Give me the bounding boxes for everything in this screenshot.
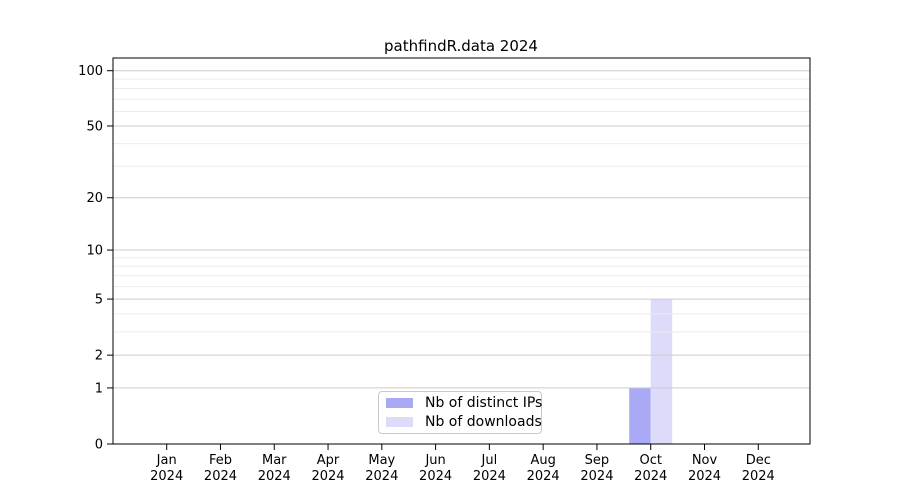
legend-entry-downloads: Nb of downloads — [386, 415, 542, 429]
x-tick-year-label: 2024 — [365, 469, 398, 484]
y-tick-label: 20 — [86, 191, 103, 206]
x-tick-year-label: 2024 — [527, 469, 560, 484]
x-tick-year-label: 2024 — [580, 469, 613, 484]
x-tick-year-label: 2024 — [204, 469, 237, 484]
x-tick-month-label: Nov — [692, 453, 718, 468]
legend-entry-distinct-ips: Nb of distinct IPs — [386, 396, 542, 410]
chart-title: pathfindR.data 2024 — [384, 37, 538, 55]
legend-label-downloads: Nb of downloads — [425, 414, 542, 430]
y-tick-label: 2 — [95, 349, 103, 364]
x-tick-year-label: 2024 — [311, 469, 344, 484]
x-tick-month-label: Oct — [639, 453, 661, 468]
x-tick-month-label: Jul — [481, 453, 498, 468]
legend-label-distinct-ips: Nb of distinct IPs — [425, 395, 543, 411]
x-tick-year-label: 2024 — [688, 469, 721, 484]
x-tick-year-label: 2024 — [419, 469, 452, 484]
bar-distinct-ips — [629, 387, 651, 444]
x-tick-month-label: Apr — [317, 453, 340, 468]
x-tick-month-label: Mar — [262, 453, 287, 468]
bar-downloads — [650, 299, 673, 444]
plot-border — [112, 57, 811, 445]
x-tick-year-label: 2024 — [150, 469, 183, 484]
x-tick-year-label: 2024 — [258, 469, 291, 484]
x-tick-month-label: Feb — [209, 453, 232, 468]
bars-layer — [629, 299, 673, 444]
x-tick-month-label: May — [368, 453, 395, 468]
legend: Nb of distinct IPs Nb of downloads — [378, 391, 542, 434]
x-tick-year-label: 2024 — [634, 469, 667, 484]
y-tick-label: 100 — [78, 64, 103, 79]
x-tick-month-label: Sep — [585, 453, 610, 468]
y-tick-label: 5 — [95, 293, 103, 308]
y-tick-label: 50 — [86, 119, 103, 134]
x-tick-year-label: 2024 — [473, 469, 506, 484]
legend-swatch-downloads — [386, 417, 413, 427]
x-tick-year-label: 2024 — [742, 469, 775, 484]
y-tick-label: 0 — [95, 438, 103, 453]
y-tick-label: 1 — [95, 381, 103, 396]
y-tick-label: 10 — [86, 244, 103, 259]
x-tick-month-label: Aug — [530, 453, 555, 468]
axes-layer: 0125102050100Jan2024Feb2024Mar2024Apr202… — [78, 57, 811, 484]
x-tick-month-label: Jun — [424, 453, 445, 468]
grid-layer — [113, 70, 810, 389]
legend-swatch-distinct-ips — [386, 398, 413, 408]
x-tick-month-label: Dec — [746, 453, 771, 468]
x-tick-month-label: Jan — [156, 453, 177, 468]
